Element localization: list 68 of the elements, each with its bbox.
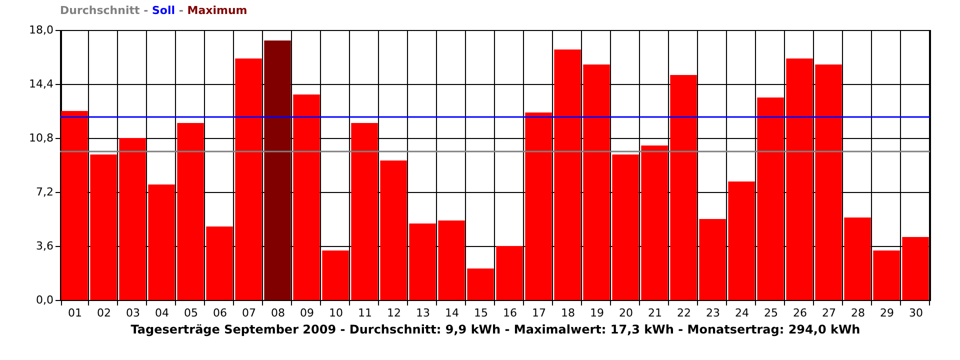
bar [380,160,407,300]
x-tick-label: 08 [271,306,285,320]
x-tick-label: 20 [619,306,633,320]
x-tick-label: 14 [445,306,459,320]
bar [525,112,552,300]
bar [670,75,697,300]
bar [583,64,610,300]
y-tick-label: 10,8 [29,132,54,144]
text: Durchschnitt - Soll - Maximum [60,4,248,17]
x-tick-label: 21 [648,306,662,320]
bar [351,123,378,300]
bar [786,58,813,300]
bar [438,220,465,300]
bar [728,182,755,300]
x-tick-label: 26 [793,306,807,320]
x-tick-label: 30 [909,306,923,320]
x-tick-label: 09 [300,306,314,320]
x-tick-label: 12 [387,306,401,320]
x-tick-label: 25 [764,306,778,320]
bar [496,246,523,300]
x-tick-label: 29 [880,306,894,320]
bar [554,50,581,300]
bar [873,250,900,300]
y-tick-label: 18,0 [29,24,54,36]
x-tick-label: 23 [706,306,720,320]
y-tick-label: 14,4 [29,78,54,90]
bar [902,237,929,300]
x-tick-label: 01 [68,306,82,320]
x-tick-label: 07 [242,306,256,320]
x-tick-label: 05 [184,306,198,320]
bar [612,154,639,300]
bar [699,219,726,300]
bar [177,123,204,300]
x-tick-label: 13 [416,306,430,320]
x-tick-label: 02 [97,306,111,320]
x-tick-label: 28 [851,306,865,320]
x-tick-label: 24 [735,306,749,320]
bar [815,64,842,300]
bar [148,184,175,300]
y-tick-label: 0,0 [36,294,54,306]
bar [409,224,436,300]
bar [119,138,146,300]
bar [293,94,320,300]
bar [641,146,668,300]
bar [235,58,262,300]
x-tick-label: 27 [822,306,836,320]
x-tick-label: 16 [503,306,517,320]
bar [757,98,784,300]
x-axis-title: Tageserträge September 2009 - Durchschnitt: 9,9 kWh - Maximalwert: 17,3 kWh - Monatsertrag: 294,0 kWh [130,322,860,336]
x-tick-label: 15 [474,306,488,320]
x-tick-label: 18 [561,306,575,320]
x-tick-label: 17 [532,306,546,320]
bar [467,268,494,300]
bar [844,218,871,300]
bar [322,250,349,300]
x-tick-label: 22 [677,306,691,320]
x-tick-label: 19 [590,306,604,320]
y-tick-label: 3,6 [36,240,54,252]
y-tick-label: 7,2 [36,186,54,198]
bar [264,40,291,300]
x-tick-label: 10 [329,306,343,320]
bar [90,154,117,300]
x-tick-label: 03 [126,306,140,320]
bar [61,111,88,300]
x-tick-label: 11 [358,306,372,320]
x-tick-label: 06 [213,306,227,320]
x-tick-label: 04 [155,306,169,320]
bar [206,226,233,300]
